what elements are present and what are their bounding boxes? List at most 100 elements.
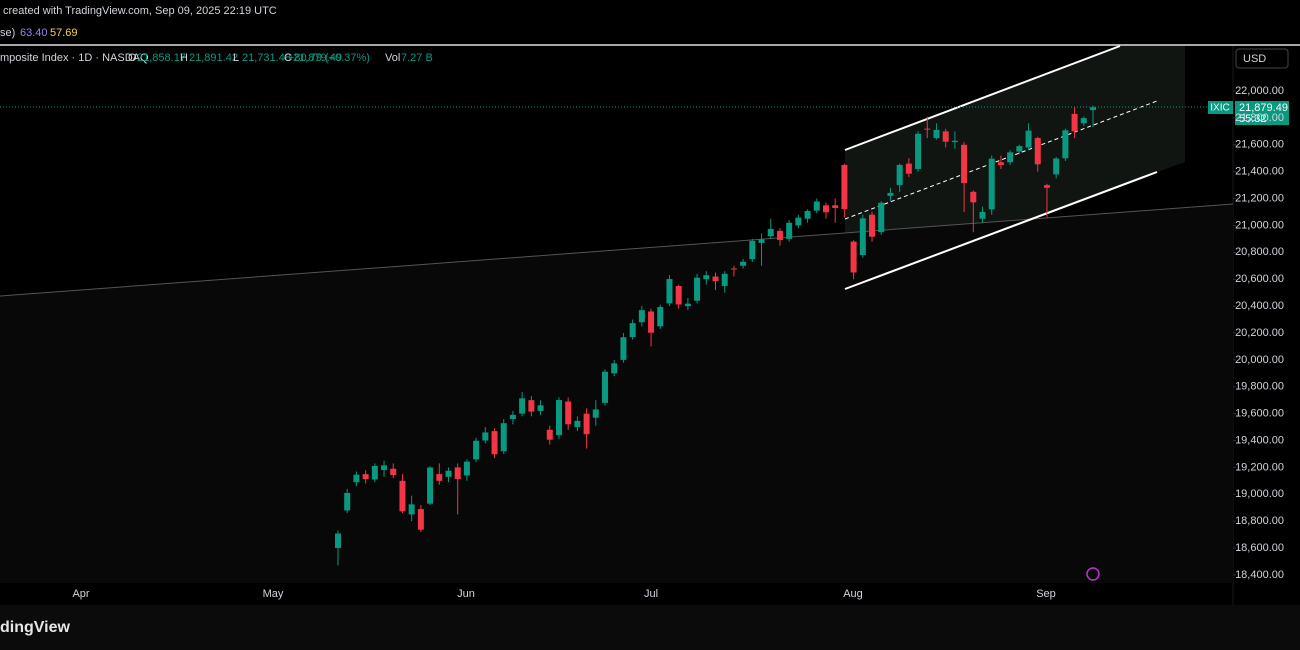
ticker-tag <box>1208 101 1233 114</box>
candle-body <box>519 398 526 414</box>
credit: created with TradingView.com, Sep 09, 20… <box>3 5 277 17</box>
candle-body <box>896 164 903 186</box>
x-tick-label: Apr <box>72 588 89 600</box>
price-tag-price: 21,879.49 <box>1239 102 1288 114</box>
y-tick-label: 21,400.00 <box>1235 166 1284 178</box>
candle-body <box>905 163 912 174</box>
candle-body <box>979 212 986 219</box>
candle-body <box>629 323 636 338</box>
candle-body <box>795 217 802 226</box>
candle-body <box>988 158 995 210</box>
volume: 7.27 B <box>401 52 433 64</box>
candle-body <box>730 268 737 270</box>
candle-body <box>362 474 369 480</box>
alert-icon[interactable] <box>1086 567 1100 581</box>
candle-body <box>684 303 691 307</box>
candle-body <box>335 533 341 549</box>
candle-body <box>850 241 857 273</box>
channel-upper <box>844 45 1121 151</box>
candle-body <box>878 202 885 233</box>
indicator-value: 63.40 <box>20 27 48 39</box>
candle-body <box>353 474 360 483</box>
x-tick-label: Jul <box>644 588 658 600</box>
y-tick-label: 19,600.00 <box>1235 408 1284 420</box>
candle-body <box>869 214 876 237</box>
x-tick-label: Aug <box>843 588 863 600</box>
currency[interactable]: USD <box>1243 53 1266 65</box>
price-tag-countdown: 55:32 <box>1239 113 1267 125</box>
symbol: mposite Index · 1D · NASDAQ <box>0 52 149 64</box>
currency-box[interactable] <box>1235 48 1289 69</box>
candle-body <box>813 201 820 211</box>
trend-fill <box>0 204 1233 583</box>
ohlc-value: 21,731.48 <box>242 52 291 64</box>
candle-body <box>583 413 590 435</box>
change: +80.79 (+0.37%) <box>288 52 370 64</box>
y-tick-label: 18,800.00 <box>1235 515 1284 527</box>
candle-body <box>454 467 461 480</box>
candle-body <box>933 129 940 139</box>
candle-body <box>611 363 618 374</box>
candle-body <box>887 192 894 196</box>
indicator-value: 57.69 <box>50 27 78 39</box>
candle-body <box>436 474 443 481</box>
candle-body <box>859 218 866 256</box>
candle-body <box>970 191 977 203</box>
candle-body <box>997 162 1004 166</box>
candle-body <box>712 276 719 282</box>
candle-body <box>758 239 765 243</box>
candle-body <box>822 205 829 213</box>
candle-body <box>555 400 562 436</box>
candle-body <box>951 140 958 143</box>
candle-body <box>961 144 968 184</box>
candle-body <box>942 131 949 142</box>
candle-body <box>500 423 507 452</box>
candle-body <box>721 273 728 286</box>
y-tick-label: 18,400.00 <box>1235 569 1284 581</box>
candle-body <box>740 261 747 266</box>
y-tick-label: 20,800.00 <box>1235 246 1284 258</box>
candle-body <box>445 470 452 477</box>
candle-body <box>1043 185 1050 188</box>
ohlc-legend: O 21,858.17H 21,891.42L 21,731.48C 21,879.49 <box>128 52 342 64</box>
candle-body <box>602 371 609 403</box>
candle-body <box>1007 152 1014 163</box>
candle-body <box>565 401 572 425</box>
indicator-name: se) <box>0 27 15 39</box>
y-tick-label: 18,600.00 <box>1235 542 1284 554</box>
candle-body <box>592 409 599 418</box>
ohlc-value: 21,879.49 <box>293 52 342 64</box>
candle-body <box>620 337 627 360</box>
candle-body <box>1090 107 1096 111</box>
candle-body <box>924 128 931 130</box>
candle-body <box>399 480 406 512</box>
ohlc-key: H <box>180 52 188 64</box>
ohlc-value: 21,891.42 <box>189 52 238 64</box>
y-tick-label: 20,400.00 <box>1235 300 1284 312</box>
candle-body <box>1080 118 1087 124</box>
candle-body <box>749 240 756 260</box>
y-tick-label: 20,000.00 <box>1235 354 1284 366</box>
candle-body <box>463 461 470 476</box>
ohlc-key: L <box>233 52 239 64</box>
candle-body <box>675 285 682 305</box>
candle-body <box>1016 146 1023 152</box>
y-tick-label: 22,000.00 <box>1235 85 1284 97</box>
candle-body <box>1025 130 1032 148</box>
candle-body <box>1062 130 1069 159</box>
candle-body <box>390 468 397 476</box>
candle-body <box>694 277 701 301</box>
candle-body <box>648 311 655 333</box>
candle-body <box>1053 158 1060 175</box>
candle-body <box>666 279 673 304</box>
candle-body <box>528 400 535 412</box>
candle-body <box>408 504 415 515</box>
x-tick-label: Jun <box>457 588 475 600</box>
candle-body <box>638 310 645 323</box>
candle-body <box>381 465 388 471</box>
y-tick-label: 20,600.00 <box>1235 273 1284 285</box>
y-tick-label: 21,800.00 <box>1235 112 1284 124</box>
channel-lower <box>844 171 1158 290</box>
